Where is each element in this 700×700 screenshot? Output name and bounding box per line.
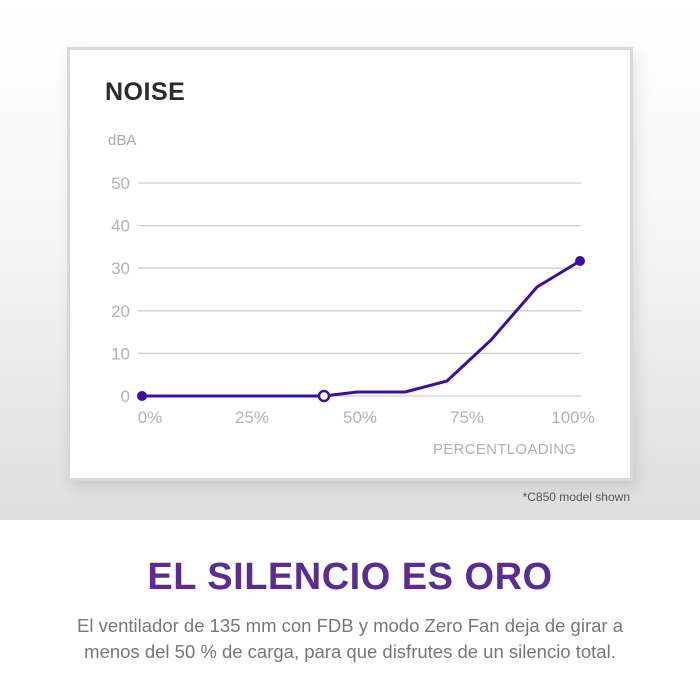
end-marker: [575, 256, 585, 266]
zero-fan-threshold-marker: [317, 389, 331, 403]
chart-card: NOISE dBA PERCENTLOADING: [67, 47, 633, 481]
y-tick-20: 20: [111, 302, 130, 321]
noise-series-line: [142, 259, 581, 398]
y-axis-unit: dBA: [108, 132, 137, 149]
headline: EL SILENCIO ES ORO: [147, 556, 553, 598]
description: El ventilador de 135 mm con FDB y modo Z…: [20, 613, 680, 665]
y-tick-40: 40: [111, 217, 130, 236]
x-axis-title: PERCENTLOADING: [433, 441, 577, 458]
x-tick-75: 75%: [450, 408, 484, 427]
x-tick-0: 0%: [138, 408, 163, 427]
y-tick-10: 10: [111, 344, 130, 363]
x-tick-25: 25%: [235, 408, 269, 427]
description-line-1: El ventilador de 135 mm con FDB y modo Z…: [76, 615, 623, 636]
chart-title: NOISE: [105, 78, 186, 106]
description-line-2: menos del 50 % de carga, para que disfru…: [84, 641, 616, 662]
gridlines: [138, 182, 581, 397]
start-marker: [137, 391, 147, 401]
footnote: *C850 model shown: [522, 490, 630, 504]
y-tick-0: 0: [121, 387, 130, 406]
y-tick-30: 30: [111, 259, 130, 278]
x-tick-100: 100%: [551, 408, 594, 427]
x-tick-50: 50%: [343, 408, 377, 427]
y-tick-labels: 50 40 30 20 10 0: [111, 174, 130, 406]
x-tick-labels: 0% 25% 50% 75% 100%: [138, 408, 595, 427]
y-tick-50: 50: [111, 174, 130, 193]
